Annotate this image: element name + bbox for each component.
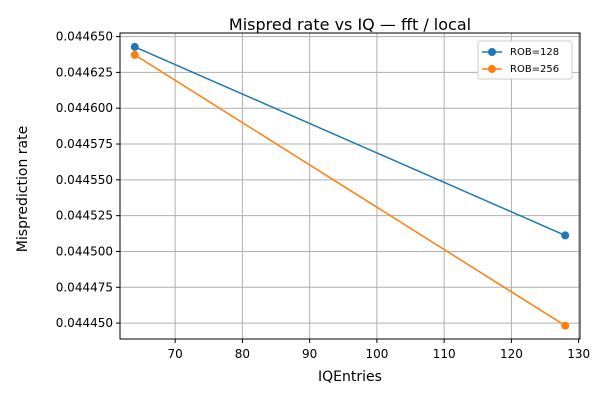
data-point: [130, 50, 139, 59]
y-axis-ticks: 0.044450 0.044475 0.044500 0.044525 0.044550…: [56, 30, 120, 330]
grid-lines: [120, 33, 580, 339]
y-tick-label: 0.044500: [56, 244, 113, 258]
series-line: [134, 54, 566, 327]
y-tick-label: 0.044550: [56, 173, 113, 187]
data-point: [130, 42, 139, 51]
x-axis-label: IQEntries: [318, 369, 382, 385]
chart-title: Mispred rate vs IQ — fft / local: [229, 15, 471, 34]
x-tick-label: 80: [235, 347, 250, 361]
x-tick-label: 90: [302, 347, 317, 361]
legend-swatch-rob-128-marker: [488, 48, 496, 56]
y-tick-label: 0.044450: [56, 316, 113, 330]
y-tick-label: 0.044575: [56, 137, 113, 151]
y-tick-label: 0.044600: [56, 101, 113, 115]
plot-area-frame: [119, 32, 581, 340]
data-point: [561, 321, 570, 330]
y-tick-label: 0.044650: [56, 30, 113, 44]
series-lines: [130, 42, 570, 330]
x-tick-label: 110: [433, 347, 456, 361]
x-tick-label: 70: [168, 347, 183, 361]
legend-label-rob-256: ROB=256: [510, 64, 559, 75]
series-line: [134, 46, 566, 237]
data-point: [561, 231, 570, 240]
x-tick-label: 100: [365, 347, 388, 361]
legend: ROB=128 ROB=256: [477, 40, 573, 80]
x-tick-label: 130: [567, 347, 590, 361]
x-tick-label: 120: [500, 347, 523, 361]
y-tick-label: 0.044525: [56, 209, 113, 223]
y-tick-label: 0.044625: [56, 65, 113, 79]
legend-swatch-rob-256-marker: [488, 65, 496, 73]
y-axis-label: Misprediction rate: [15, 126, 31, 252]
legend-label-rob-128: ROB=128: [510, 47, 559, 58]
x-axis-ticks: 70 80 90 100 110 120 130: [168, 339, 590, 361]
y-tick-label: 0.044475: [56, 280, 113, 294]
